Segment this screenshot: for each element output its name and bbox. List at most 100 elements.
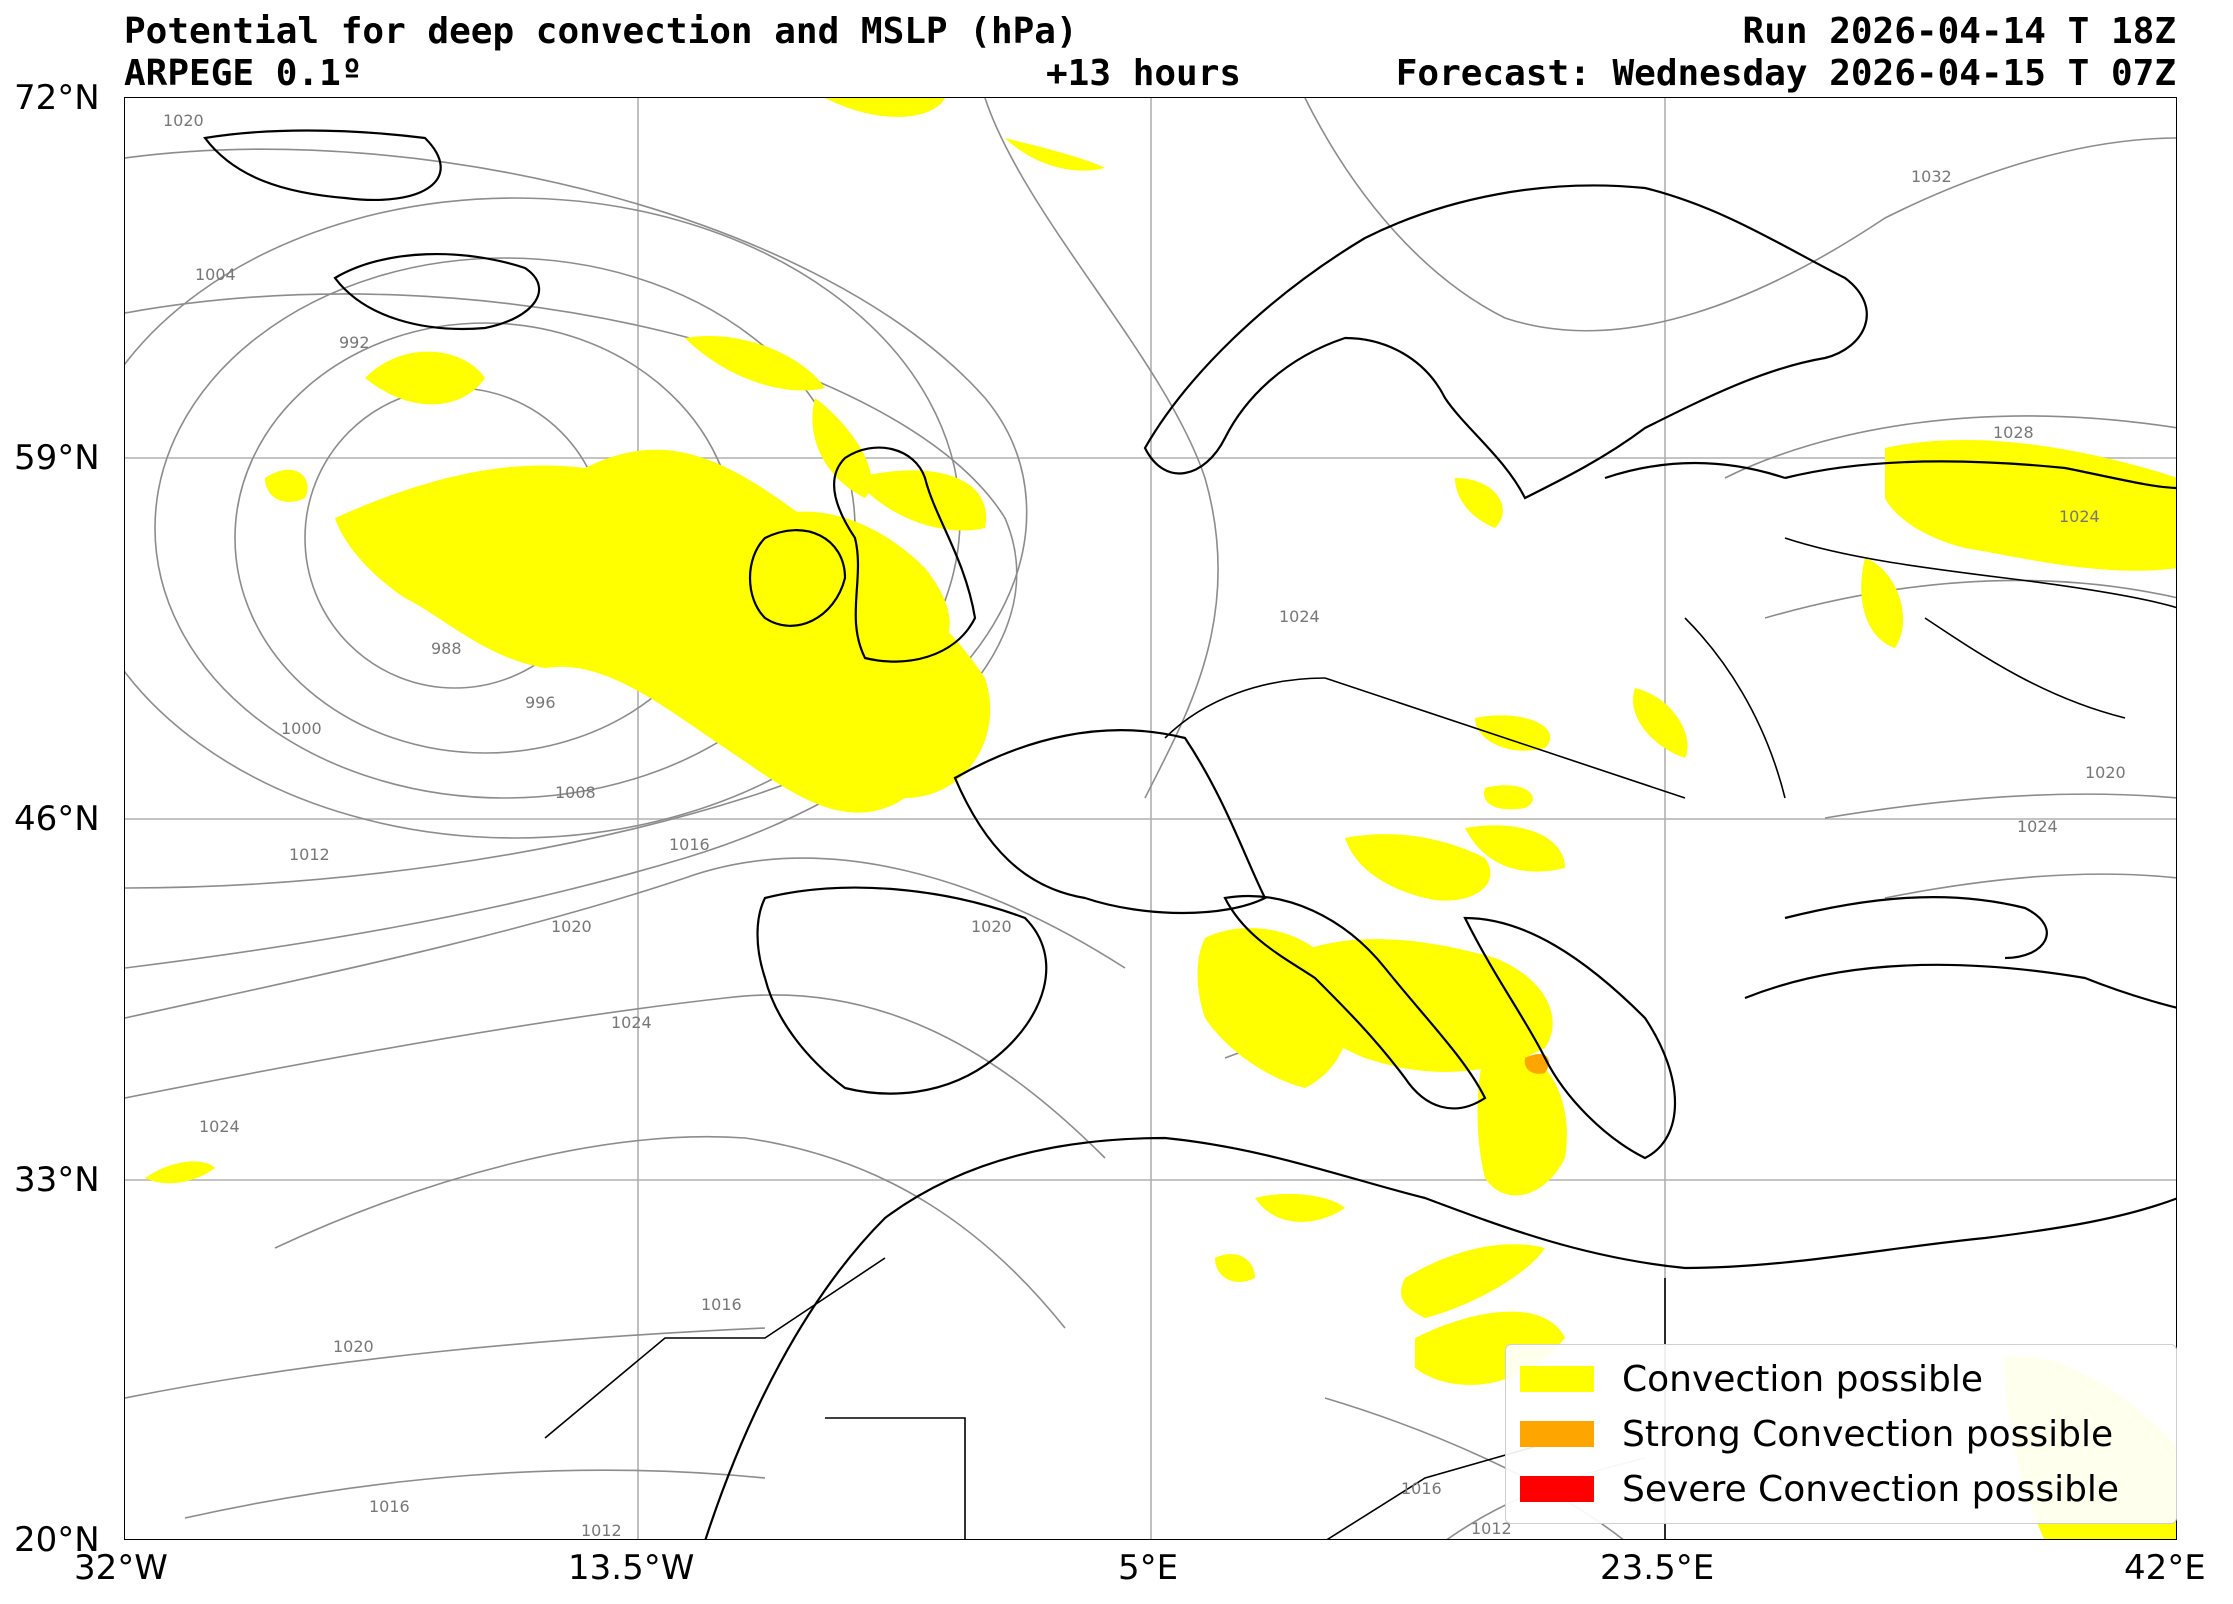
isobar-label: 1016	[369, 1497, 410, 1516]
isobar-label: 1024	[611, 1013, 652, 1032]
coastline	[748, 529, 847, 627]
convection-area	[1477, 1046, 1567, 1196]
border	[1684, 617, 1786, 799]
coastline	[1604, 461, 1786, 480]
border	[1784, 537, 2176, 609]
convection-area	[685, 336, 825, 391]
isobar	[125, 1327, 766, 1399]
isobar	[984, 98, 1219, 799]
border	[1924, 617, 2126, 719]
isobar-label: 1012	[581, 1521, 622, 1540]
coastline	[1744, 963, 2176, 1009]
legend: Convection possible Strong Convection po…	[1505, 1344, 2177, 1524]
isobar-label: 1024	[199, 1117, 240, 1136]
lon-tick-23-5e: 23.5°E	[1600, 1548, 1715, 1588]
coastline	[1784, 460, 2176, 490]
coastlines	[203, 129, 2176, 1539]
coastline	[1784, 896, 2048, 960]
convection-area	[1345, 834, 1491, 901]
convection-area	[1633, 688, 1688, 758]
convection-area	[365, 351, 485, 405]
isobar-label: 1020	[971, 917, 1012, 936]
legend-label: Severe Convection possible	[1622, 1468, 2120, 1510]
legend-swatch	[1520, 1421, 1594, 1447]
coastline	[1143, 184, 1868, 500]
isobar-label: 1028	[1993, 423, 2034, 442]
isobar-label: 1020	[2085, 763, 2126, 782]
strong-convection-areas	[1524, 1053, 1549, 1074]
run-time: Run 2026-04-14 T 18Z	[1742, 11, 2176, 52]
lat-tick-46n: 46°N	[14, 799, 100, 839]
convection-area	[1285, 939, 1553, 1072]
isobar-label: 988	[431, 639, 462, 658]
convection-area	[855, 470, 987, 531]
lat-tick-33n: 33°N	[14, 1160, 100, 1200]
coastline	[1223, 895, 1487, 1110]
isobar-label: 1024	[2059, 507, 2100, 526]
isobar-label: 1020	[333, 1337, 374, 1356]
coastline	[833, 446, 977, 663]
isobar	[1824, 793, 2176, 819]
convection-area	[265, 469, 308, 502]
coastline	[704, 1136, 2176, 1539]
border	[825, 1417, 966, 1539]
isobar	[184, 1469, 766, 1519]
lon-tick-5e: 5°E	[1118, 1548, 1179, 1588]
isobar-label: 1020	[551, 917, 592, 936]
map-panel: 1020 1004 992 988 996 1000 1008 1012 101…	[124, 97, 2177, 1540]
isobar	[1764, 579, 2176, 619]
convection-area	[812, 398, 872, 498]
isobar-label: 1012	[1471, 1519, 1512, 1538]
isobar-label: 1024	[2017, 817, 2058, 836]
isobar-label: 1000	[281, 719, 322, 738]
isobar	[274, 1135, 1066, 1329]
legend-label: Strong Convection possible	[1622, 1413, 2114, 1455]
legend-item-strong-convection: Strong Convection possible	[1520, 1413, 2114, 1455]
isobar-label: 1020	[163, 111, 204, 130]
border	[1164, 677, 1326, 739]
isobar-label: 1004	[195, 265, 236, 284]
convection-area	[1401, 1244, 1545, 1318]
convection-area	[1465, 825, 1565, 872]
isobar-label: 1016	[669, 835, 710, 854]
convection-area	[145, 1161, 215, 1184]
lon-tick-13-5w: 13.5°W	[568, 1548, 695, 1588]
forecast-time: Forecast: Wednesday 2026-04-15 T 07Z	[1395, 53, 2176, 94]
lon-tick-42e: 42°E	[2124, 1548, 2206, 1588]
isobar-label: 1012	[289, 845, 330, 864]
border	[1324, 677, 1506, 739]
coastline	[333, 252, 541, 331]
isobar-labels: 1020 1004 992 988 996 1000 1008 1012 101…	[163, 111, 2126, 1540]
coastline	[953, 729, 1267, 915]
isobar	[125, 293, 1018, 969]
isobar-label: 992	[339, 333, 370, 352]
isobar-label: 1016	[701, 1295, 742, 1314]
isobar	[1724, 415, 2176, 479]
isobar-label: 996	[525, 693, 556, 712]
legend-swatch	[1520, 1476, 1594, 1502]
lat-tick-59n: 59°N	[14, 438, 100, 478]
lat-tick-20n: 20°N	[14, 1520, 100, 1560]
legend-item-severe-convection: Severe Convection possible	[1520, 1468, 2120, 1510]
border	[544, 1257, 886, 1439]
map-canvas: 1020 1004 992 988 996 1000 1008 1012 101…	[125, 98, 2176, 1540]
convection-areas	[145, 98, 2176, 1539]
coastline	[203, 129, 442, 202]
convection-area	[1484, 785, 1533, 810]
border	[1504, 737, 1686, 799]
convection-area	[1255, 1193, 1345, 1222]
coastline	[756, 886, 1048, 1095]
isobar	[125, 148, 1028, 889]
convection-area	[1885, 439, 2176, 571]
isobar-label: 1032	[1911, 167, 1952, 186]
isobar-label: 1016	[1401, 1479, 1442, 1498]
convection-area	[1475, 715, 1551, 751]
lat-tick-72n: 72°N	[14, 78, 100, 118]
isobar-label: 1008	[555, 783, 596, 802]
coastline	[1463, 916, 1677, 1160]
convection-area	[1861, 558, 1904, 648]
isobar	[1884, 873, 2176, 899]
lon-tick-32w: 32°W	[74, 1548, 168, 1588]
strong-convection-area	[1524, 1053, 1549, 1074]
convection-area	[825, 98, 945, 117]
